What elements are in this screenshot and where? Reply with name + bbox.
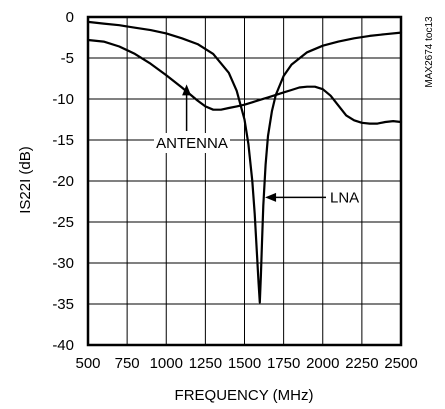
y-tick-label: -5 bbox=[61, 50, 74, 67]
y-tick-labels: 0 -5 -10 -15 -20 -25 -30 -35 -40 bbox=[52, 9, 74, 354]
x-tick-label: 500 bbox=[75, 355, 100, 372]
y-tick-label: -20 bbox=[52, 173, 74, 190]
x-tick-label: 2500 bbox=[384, 355, 417, 372]
lna-arrow-head bbox=[265, 192, 277, 202]
y-tick-label: 0 bbox=[66, 9, 74, 26]
x-tick-label: 1000 bbox=[150, 355, 183, 372]
x-tick-label: 1500 bbox=[228, 355, 261, 372]
x-tick-label: 2000 bbox=[306, 355, 339, 372]
x-tick-label: 1250 bbox=[189, 355, 222, 372]
x-tick-label: 2250 bbox=[345, 355, 378, 372]
lna-label: LNA bbox=[330, 189, 359, 206]
series-layer bbox=[86, 20, 403, 304]
grid bbox=[87, 16, 402, 346]
y-tick-label: -10 bbox=[52, 91, 74, 108]
x-tick-label: 750 bbox=[115, 355, 140, 372]
x-axis-title: FREQUENCY (MHz) bbox=[175, 387, 314, 404]
x-tick-labels: 500 750 1000 1250 1500 1750 2000 2250 2500 bbox=[75, 355, 417, 372]
annotations: ANTENNA LNA bbox=[154, 84, 359, 206]
y-tick-label: -25 bbox=[52, 214, 74, 231]
plot-frame bbox=[86, 15, 403, 347]
y-tick-label: -40 bbox=[52, 337, 74, 354]
series-line-antenna bbox=[86, 38, 403, 125]
antenna-label-bg bbox=[154, 133, 230, 153]
series-line-lna bbox=[86, 20, 403, 304]
y-tick-label: -35 bbox=[52, 296, 74, 313]
x-tick-label: 1750 bbox=[267, 355, 300, 372]
y-tick-label: -15 bbox=[52, 132, 74, 149]
part-number-label: MAX2674 toc13 bbox=[424, 16, 435, 88]
antenna-label: ANTENNA bbox=[156, 135, 228, 152]
y-axis-title: IS22I (dB) bbox=[17, 146, 34, 214]
y-tick-label: -30 bbox=[52, 255, 74, 272]
antenna-arrow-head bbox=[182, 84, 192, 96]
